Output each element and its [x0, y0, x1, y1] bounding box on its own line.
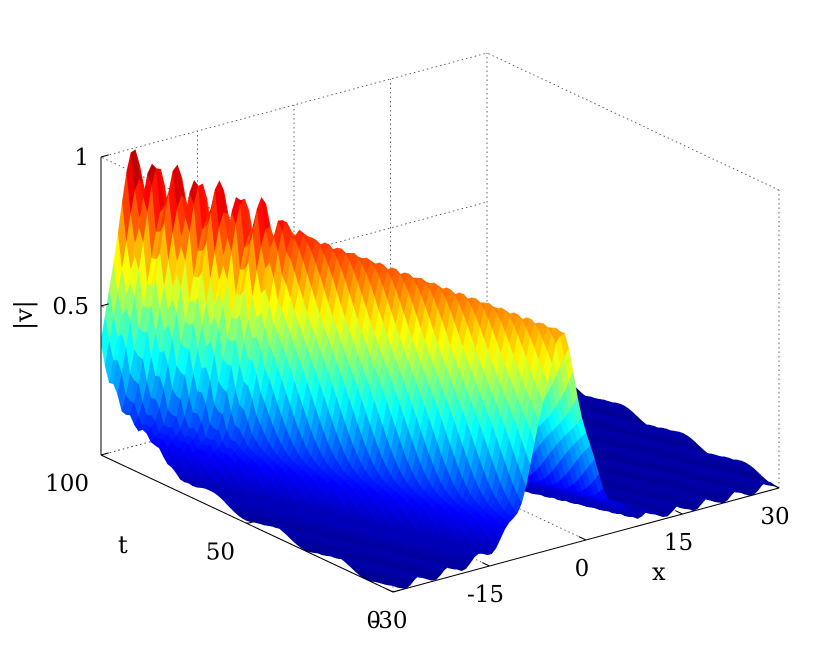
grid-line [100, 52, 488, 158]
grid-line [486, 52, 780, 191]
surface-mesh [100, 149, 780, 589]
grid-line [100, 201, 488, 307]
